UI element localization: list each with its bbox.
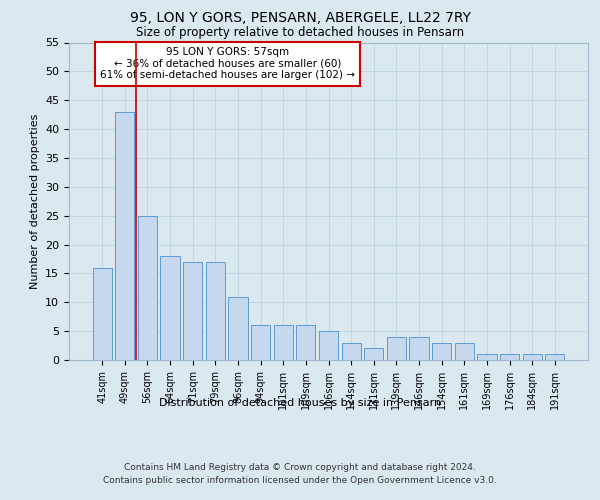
Bar [274, 326, 293, 360]
Text: 95, LON Y GORS, PENSARN, ABERGELE, LL22 7RY: 95, LON Y GORS, PENSARN, ABERGELE, LL22 … [130, 11, 470, 25]
Bar [115, 112, 134, 360]
Bar [341, 342, 361, 360]
Bar [477, 354, 497, 360]
Bar [523, 354, 542, 360]
Bar [296, 326, 316, 360]
Text: Size of property relative to detached houses in Pensarn: Size of property relative to detached ho… [136, 26, 464, 39]
Bar [183, 262, 202, 360]
Text: Contains HM Land Registry data © Crown copyright and database right 2024.: Contains HM Land Registry data © Crown c… [124, 462, 476, 471]
Bar [92, 268, 112, 360]
Bar [251, 326, 270, 360]
Text: Contains public sector information licensed under the Open Government Licence v3: Contains public sector information licen… [103, 476, 497, 485]
Bar [387, 337, 406, 360]
Bar [160, 256, 180, 360]
Bar [206, 262, 225, 360]
Bar [319, 331, 338, 360]
Bar [545, 354, 565, 360]
Bar [455, 342, 474, 360]
Bar [229, 296, 248, 360]
Bar [432, 342, 451, 360]
Bar [409, 337, 428, 360]
Bar [138, 216, 157, 360]
Text: 95 LON Y GORS: 57sqm
← 36% of detached houses are smaller (60)
61% of semi-detac: 95 LON Y GORS: 57sqm ← 36% of detached h… [100, 48, 355, 80]
Bar [364, 348, 383, 360]
Text: Distribution of detached houses by size in Pensarn: Distribution of detached houses by size … [159, 398, 441, 407]
Y-axis label: Number of detached properties: Number of detached properties [29, 114, 40, 289]
Bar [500, 354, 519, 360]
